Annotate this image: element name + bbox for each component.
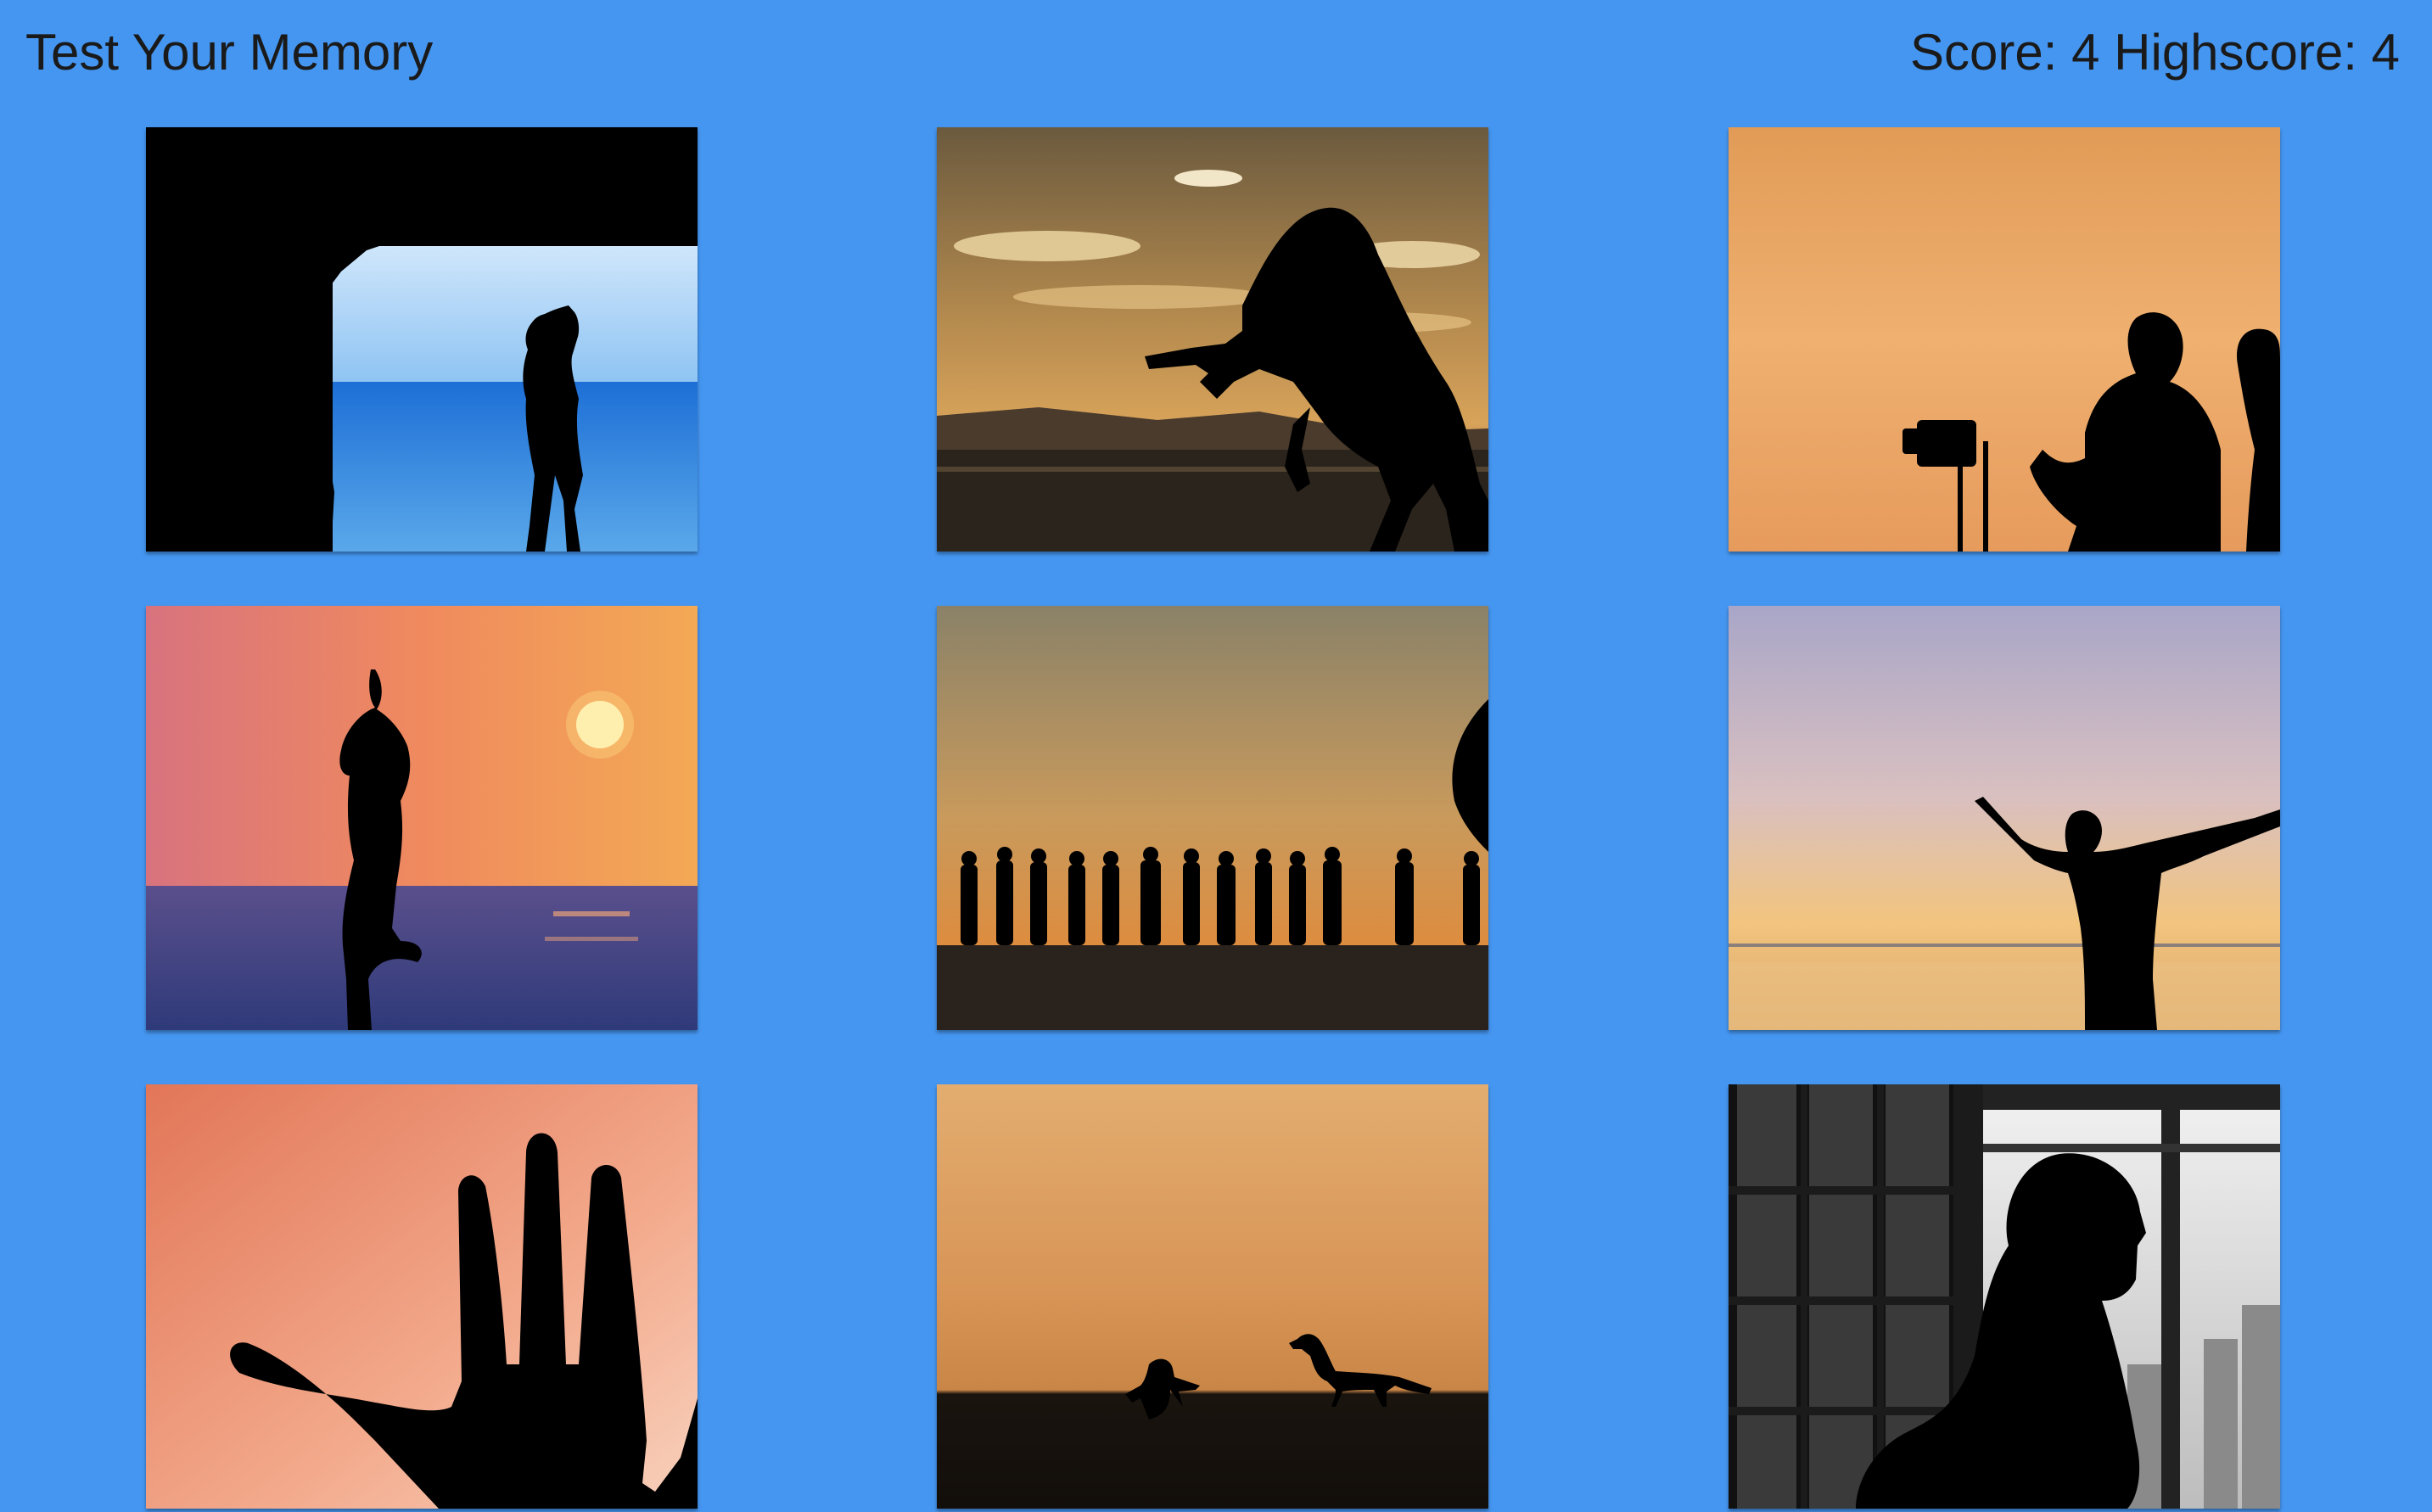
memory-card-soldiers[interactable] <box>937 606 1488 1030</box>
photographers-image <box>1729 127 2280 552</box>
memory-card-dog[interactable] <box>937 1084 1488 1509</box>
memory-card-yoga[interactable] <box>146 606 698 1030</box>
memory-card-photographers[interactable] <box>1729 127 2280 552</box>
cave-woman-image <box>146 127 698 552</box>
bookshelf-image <box>1729 1084 2280 1509</box>
dog-image <box>937 1084 1488 1509</box>
memory-card-hand[interactable] <box>146 1084 698 1509</box>
memory-card-open-arms[interactable] <box>1729 606 2280 1030</box>
soldiers-image <box>937 606 1488 1030</box>
memory-card-bookshelf[interactable] <box>1729 1084 2280 1509</box>
hand-image <box>146 1084 698 1509</box>
open-arms-image <box>1729 606 2280 1030</box>
horse-image <box>937 127 1488 552</box>
yoga-image <box>146 606 698 1030</box>
memory-card-cave-woman[interactable] <box>146 127 698 552</box>
memory-card-horse[interactable] <box>937 127 1488 552</box>
